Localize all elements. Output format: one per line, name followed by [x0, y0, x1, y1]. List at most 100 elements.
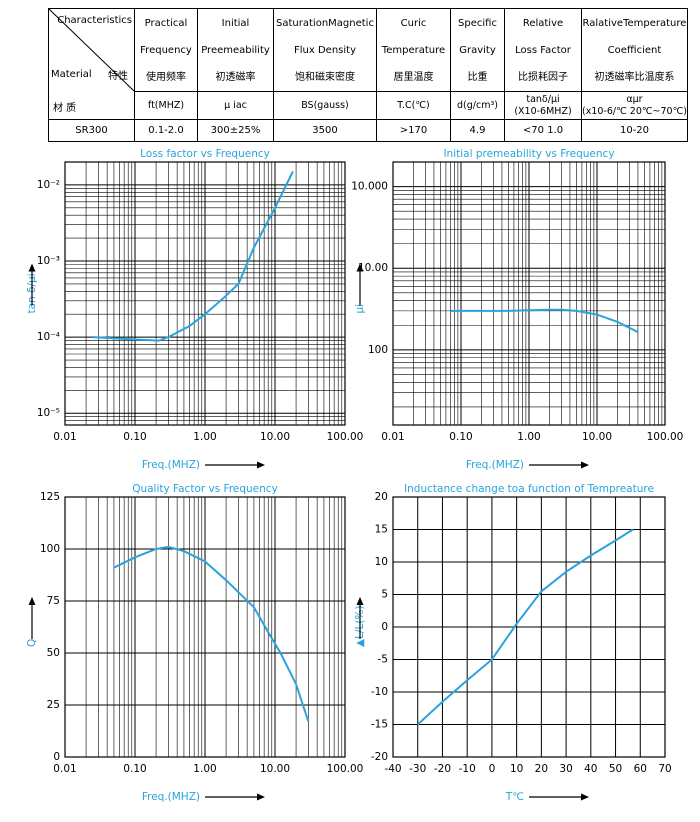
data-line — [92, 171, 294, 342]
header-cell: RalativeTemperature Coefficient 初透磁率比温度系 — [581, 8, 688, 92]
chart-title: Inductance change toa function of Tempre… — [404, 483, 654, 495]
x-tick-label: 100.00 — [327, 431, 364, 443]
corner-right: 特性 — [108, 71, 128, 82]
x-tick-label: 10.00 — [260, 431, 290, 443]
unit-cell: d(g/cm³) — [450, 91, 505, 120]
unit-text: μ iac — [224, 99, 247, 111]
header-text: 初透磁率 — [215, 71, 256, 83]
header-cell: Relative Loss Factor 比损耗因子 — [504, 8, 582, 92]
y-tick-label: 10⁻⁵ — [37, 407, 60, 419]
y-tick-label: 125 — [40, 491, 60, 503]
y-tick-label: 50 — [47, 647, 60, 659]
y-arrow-head — [28, 597, 36, 605]
header-text: 饱和磁束密度 — [295, 71, 355, 83]
header-cell: Practical Frequency 使用频率 — [134, 8, 198, 92]
x-tick-label: 1.00 — [517, 431, 540, 443]
x-tick-label: 100.00 — [327, 763, 364, 775]
header-text: Relative — [522, 17, 564, 29]
x-arrow-head — [581, 793, 589, 801]
x-tick-label: 10 — [510, 763, 523, 775]
x-tick-label: 1.00 — [193, 431, 216, 443]
x-tick-label: -30 — [409, 763, 426, 775]
unit-text: BS(gauss) — [301, 99, 349, 111]
x-tick-label: 10.00 — [260, 763, 290, 775]
unit-text: T.C(℃) — [397, 99, 430, 111]
x-tick-label: 100.00 — [647, 431, 684, 443]
x-axis-label: Freq.(MHZ) — [142, 791, 200, 803]
y-axis-label: μi — [354, 304, 366, 314]
unit-text: ft(MHZ) — [147, 99, 185, 111]
unit-row: ft(MHZ) μ iac BS(gauss) T.C(℃) d(g/cm³) tanδ/… — [49, 91, 688, 120]
header-text: Temperature — [381, 44, 446, 56]
corner-left: Material — [51, 69, 92, 80]
data-line — [450, 308, 639, 333]
header-text: 居里温度 — [393, 71, 434, 83]
x-tick-label: 0.10 — [123, 431, 146, 443]
header-text: Coefficient — [607, 44, 662, 56]
corner-cell: Characteristics Material 特性材 质 — [48, 8, 135, 120]
y-tick-label: -10 — [371, 686, 388, 698]
x-tick-label: 30 — [559, 763, 572, 775]
plot-frame — [392, 161, 666, 426]
header-text: Flux Density — [294, 44, 356, 56]
header-text: 初透磁率比温度系 — [594, 71, 675, 83]
header-text: Loss Factor — [515, 44, 571, 56]
unit-text: (X10-6MHZ) — [514, 105, 572, 117]
x-tick-label: 0.01 — [53, 431, 76, 443]
x-tick-label: -40 — [384, 763, 401, 775]
y-tick-label: 25 — [47, 699, 60, 711]
unit-cell: T.C(℃) — [376, 91, 451, 120]
y-tick-label: 10.000 — [351, 181, 388, 193]
y-tick-label: 75 — [47, 595, 60, 607]
x-tick-label: 0.10 — [449, 431, 472, 443]
y-tick-label: 5 — [381, 589, 388, 601]
spec-table: Characteristics Material 特性材 质 Practical Fre… — [48, 8, 688, 142]
x-arrow-head — [257, 793, 265, 801]
y-tick-label: 10 — [375, 556, 388, 568]
y-tick-label: 100 — [368, 344, 388, 356]
y-tick-label: 100 — [40, 543, 60, 555]
chart-title: Initial premeability vs Frequency — [443, 148, 614, 160]
x-arrow-head — [581, 461, 589, 469]
header-text: 比损耗因子 — [518, 71, 568, 83]
data-row: SR300 0.1-2.0 300±25% 3500 >170 4.9 <70 1.0 10-… — [48, 119, 688, 142]
y-tick-label: 10⁻² — [37, 179, 60, 191]
header-cell: Curic Temperature 居里温度 — [376, 8, 451, 92]
y-axis-label: Q — [26, 639, 38, 647]
plot-frame — [64, 161, 346, 426]
data-cell: 0.1-2.0 — [134, 119, 198, 142]
header-text: Initial — [221, 17, 250, 29]
x-tick-label: -10 — [459, 763, 476, 775]
corner-top: Characteristics — [57, 15, 132, 26]
corner-bottom: 材 质 — [53, 103, 77, 114]
diagonal — [49, 9, 134, 92]
x-tick-label: 70 — [658, 763, 671, 775]
plot-frame — [392, 496, 666, 758]
header-text: RalativeTemperature — [582, 17, 687, 29]
unit-text: tanδ/μi — [526, 93, 560, 105]
header-text: SaturationMagnetic — [276, 17, 374, 29]
unit-cell: BS(gauss) — [273, 91, 377, 120]
x-tick-label: 0.10 — [123, 763, 146, 775]
x-tick-label: 50 — [609, 763, 622, 775]
x-arrow-head — [257, 461, 265, 469]
data-cell: <70 1.0 — [504, 119, 582, 142]
y-tick-label: 10⁻⁴ — [37, 331, 60, 343]
data-cell: >170 — [376, 119, 451, 142]
x-axis-label: T℃ — [505, 791, 524, 803]
y-tick-label: 0 — [381, 621, 388, 633]
header-text: Gravity — [459, 44, 496, 56]
x-tick-label: 10.00 — [582, 431, 612, 443]
x-axis-label: Freq.(MHZ) — [142, 459, 200, 471]
plot-frame — [64, 496, 346, 758]
y-tick-label: 15 — [375, 524, 388, 536]
y-tick-label: -5 — [378, 654, 388, 666]
x-tick-label: 40 — [584, 763, 597, 775]
header-text: 比重 — [467, 71, 488, 83]
unit-text: αμr — [626, 93, 643, 105]
y-arrow-head — [356, 597, 364, 605]
y-tick-label: -20 — [371, 751, 388, 763]
data-cell: 10-20 — [581, 119, 688, 142]
y-tick-label: 0 — [53, 751, 60, 763]
